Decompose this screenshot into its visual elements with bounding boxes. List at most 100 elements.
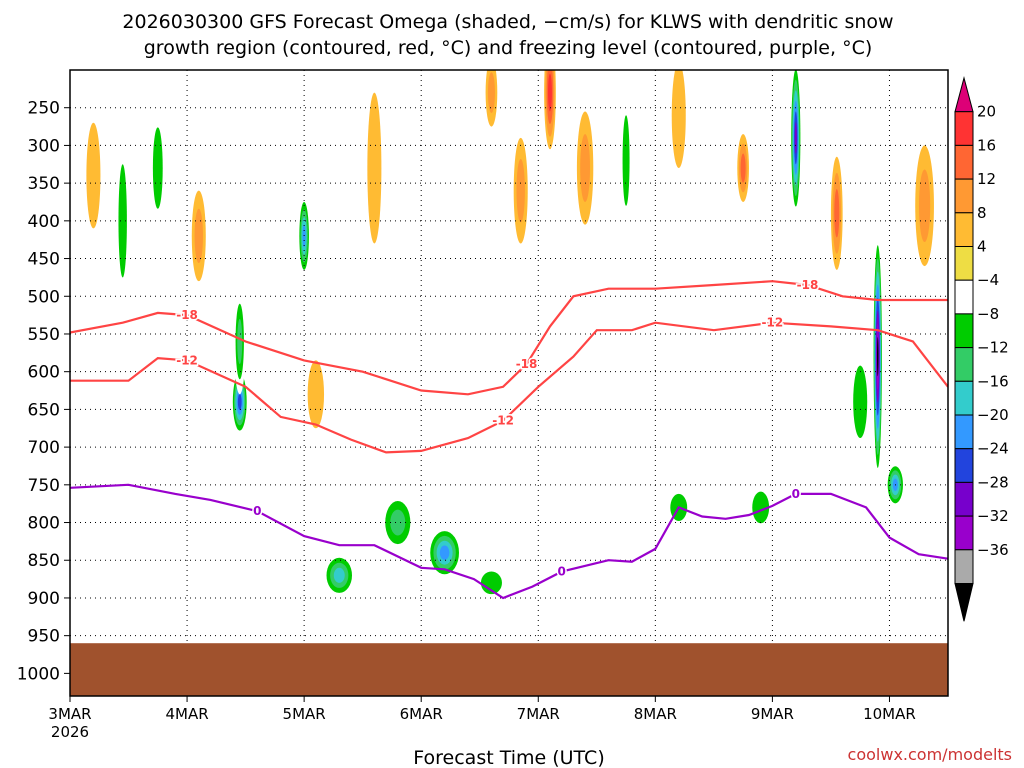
colorbar-label: 16 (977, 136, 996, 154)
omega-feature (473, 564, 509, 602)
omega-band (516, 158, 525, 223)
y-axis: 250 300 350 400 450 500 550 600 650 700 750 800 850 9… (17, 99, 70, 684)
y-tick-label: 800 (28, 514, 60, 534)
x-tick-label: 7MAR (517, 705, 560, 723)
omega-feature (191, 190, 206, 282)
colorbar-swatch (954, 111, 974, 146)
colorbar-cap-bottom (954, 583, 974, 622)
colorbar-label: −20 (977, 406, 1009, 424)
contour-line (70, 321, 948, 454)
colorbar-label: 20 (977, 103, 996, 121)
omega-band (622, 115, 630, 206)
contours: -18 -18 -18 -12 -12 -12 0 0 0 (70, 276, 948, 600)
colorbar-label: 12 (977, 170, 996, 188)
contour-label: 0 (792, 487, 800, 501)
omega-feature (848, 341, 872, 463)
y-tick-label: 650 (28, 400, 60, 420)
colorbar-swatch (954, 380, 974, 416)
omega-band (794, 122, 797, 154)
omega-feature (367, 92, 382, 244)
colorbar-swatch (954, 347, 974, 382)
contour-label: -18 (176, 308, 198, 322)
omega-band (307, 360, 325, 429)
contour-label: -18 (797, 278, 819, 292)
colorbar-swatch (954, 549, 974, 584)
omega-band (118, 164, 127, 278)
omega-band (333, 567, 345, 583)
colorbar-label: −24 (977, 440, 1009, 458)
contour-0: 0 0 0 (70, 483, 948, 600)
y-tick-label: 400 (28, 212, 60, 232)
colorbar: 20 16 12 8 4 −4 −8 −12 −16 −20 −24 −28 −32 −36 (954, 76, 1009, 622)
omega-band (548, 73, 552, 112)
omega-feature (513, 137, 528, 244)
omega-band (439, 545, 450, 560)
omega-band (853, 365, 868, 439)
omega-band (152, 127, 163, 209)
contour-minus-18: -18 -18 -18 (70, 276, 948, 396)
x-tick-label: 3MAR (48, 705, 91, 723)
colorbar-swatch (954, 481, 974, 517)
y-tick-label: 300 (28, 136, 60, 156)
colorbar-label: −28 (977, 473, 1009, 491)
contour-label: -12 (492, 414, 514, 428)
omega-band (834, 189, 840, 238)
x-axis-label: Forecast Time (UTC) (413, 747, 604, 768)
omega-band (752, 491, 770, 524)
omega-feature (915, 145, 934, 267)
contour-label: -18 (516, 357, 538, 371)
omega-band (918, 169, 931, 242)
omega-band (740, 153, 746, 183)
omega-band (86, 122, 101, 229)
chart-title-line-1: 2026030300 GFS Forecast Omega (shaded, −… (122, 11, 893, 33)
omega-feature (830, 156, 843, 270)
colorbar-swatch (954, 246, 974, 281)
plot-area: -18 -18 -18 -12 -12 -12 0 0 0 (70, 70, 948, 696)
colorbar-swatch (954, 144, 974, 180)
omega-feature (873, 232, 883, 482)
colorbar-swatch (954, 178, 974, 214)
x-tick-label: 6MAR (400, 705, 443, 723)
omega-band (237, 394, 242, 410)
omega-feature (86, 122, 101, 229)
colorbar-label: −32 (977, 507, 1009, 525)
omega-feature (427, 526, 463, 580)
omega-feature (115, 126, 130, 316)
omega-band (580, 134, 591, 202)
omega-band (367, 92, 382, 244)
omega-feature (737, 134, 749, 202)
contour-label: 0 (253, 504, 261, 518)
omega-feature (576, 111, 594, 225)
omega-band (480, 571, 502, 595)
colorbar-swatch (954, 515, 974, 551)
watermark: coolwx.com/modelts (848, 745, 1012, 764)
omega-band (877, 336, 879, 377)
colorbar-swatch (954, 448, 974, 483)
y-tick-label: 700 (28, 438, 60, 458)
x-tick-label: 10MAR (863, 705, 916, 723)
colorbar-swatch (954, 313, 974, 349)
colorbar-label: −8 (977, 305, 999, 323)
y-tick-label: 750 (28, 476, 60, 496)
y-tick-label: 350 (28, 174, 60, 194)
contour-line (70, 483, 948, 600)
x-tick-label: 9MAR (751, 705, 794, 723)
x-tick-label: 5MAR (283, 705, 326, 723)
omega-band (487, 72, 495, 113)
omega-feature (380, 492, 416, 553)
y-tick-label: 500 (28, 287, 60, 307)
omega-band (237, 318, 243, 365)
y-tick-label: 450 (28, 250, 60, 270)
omega-feature (671, 70, 686, 169)
colorbar-label: −36 (977, 541, 1009, 559)
contour-label: -12 (762, 316, 784, 330)
colorbar-label: −4 (977, 271, 999, 289)
omega-band (671, 70, 686, 169)
y-tick-label: 600 (28, 363, 60, 383)
colorbar-swatch (954, 212, 974, 248)
omega-feature (307, 360, 325, 429)
omega-feature (790, 70, 802, 218)
chart-title-line-2: growth region (contoured, red, °C) and f… (144, 37, 873, 59)
